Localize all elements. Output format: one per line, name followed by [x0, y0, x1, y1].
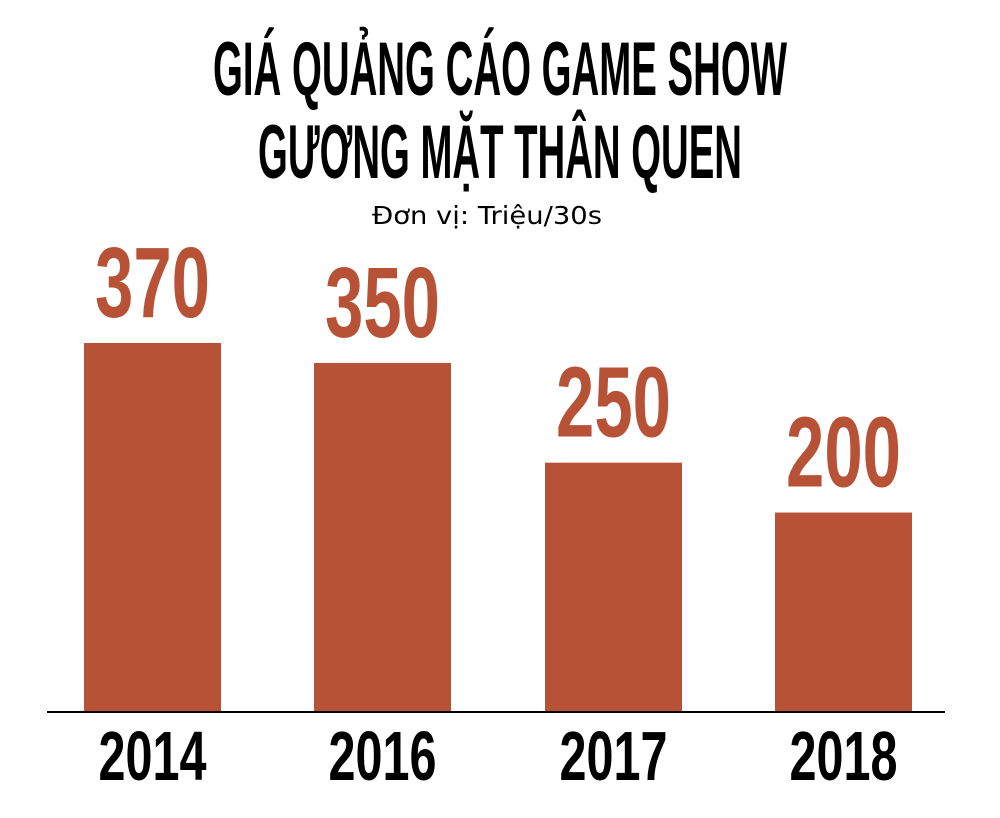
- bar-2016: [314, 362, 451, 712]
- data-label-2016: 350: [325, 247, 440, 359]
- x-tick-label-2016: 2016: [329, 717, 437, 795]
- chart-subtitle: Đơn vị: Triệu/30s: [372, 201, 602, 230]
- x-tick-label-2018: 2018: [790, 717, 898, 795]
- data-label-2018: 200: [786, 397, 901, 509]
- data-label-2017: 250: [556, 347, 671, 459]
- x-tick-label-2017: 2017: [560, 717, 668, 795]
- chart-title-line-1: GIÁ QUẢNG CÁO GAME SHOW: [213, 27, 787, 112]
- bar-2018: [775, 512, 912, 712]
- chart-title-line-2: GƯƠNG MẶT THÂN QUEN: [258, 109, 742, 195]
- bar-2017: [545, 462, 682, 712]
- x-tick-label-2014: 2014: [99, 717, 207, 795]
- data-label-2014: 370: [95, 227, 210, 339]
- bars-group: 370 2014 350 2016 250 2017 200 2018: [84, 227, 912, 795]
- bar-2014: [84, 343, 221, 712]
